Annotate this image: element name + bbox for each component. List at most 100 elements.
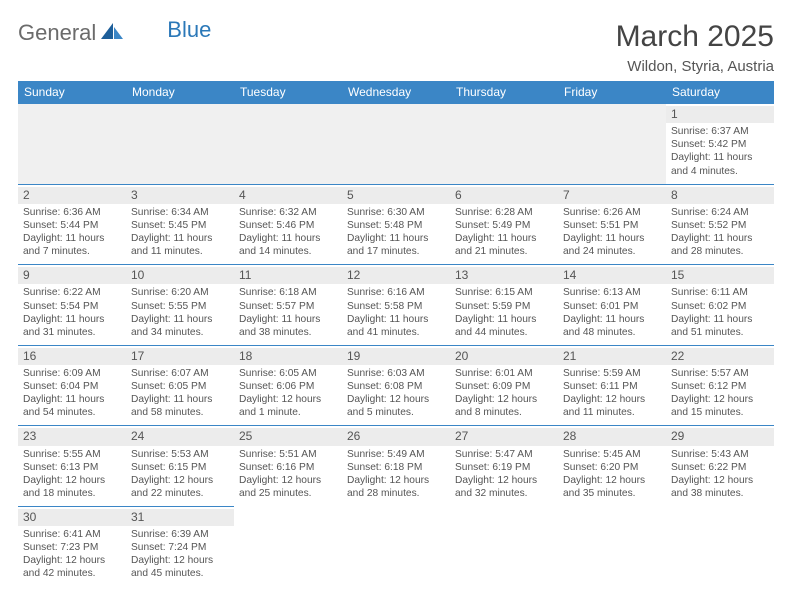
day-info-line: and 1 minute. [239, 406, 337, 419]
day-info-line: Sunset: 5:46 PM [239, 219, 337, 232]
logo-text-general: General [18, 20, 96, 46]
day-info-line: Sunset: 5:52 PM [671, 219, 769, 232]
day-info-line: Sunrise: 5:49 AM [347, 448, 445, 461]
day-info-line: Sunrise: 5:57 AM [671, 367, 769, 380]
calendar-day-cell: 12Sunrise: 6:16 AMSunset: 5:58 PMDayligh… [342, 265, 450, 346]
day-info-line: Daylight: 12 hours [671, 393, 769, 406]
day-info-line: Sunset: 5:48 PM [347, 219, 445, 232]
day-info-line: and 4 minutes. [671, 165, 769, 178]
day-info-line: Daylight: 11 hours [563, 313, 661, 326]
day-info-line: Daylight: 11 hours [131, 232, 229, 245]
day-number: 19 [342, 348, 450, 365]
calendar-day-cell [450, 104, 558, 185]
day-info-line: and 35 minutes. [563, 487, 661, 500]
calendar-day-cell: 25Sunrise: 5:51 AMSunset: 6:16 PMDayligh… [234, 426, 342, 507]
day-info-line: and 11 minutes. [563, 406, 661, 419]
calendar-day-cell [126, 104, 234, 185]
calendar-day-cell [558, 506, 666, 586]
day-info-line: and 42 minutes. [23, 567, 121, 580]
day-info-line: Sunrise: 6:22 AM [23, 286, 121, 299]
calendar-table: Sunday Monday Tuesday Wednesday Thursday… [18, 81, 774, 586]
day-number: 18 [234, 348, 342, 365]
day-number: 23 [18, 428, 126, 445]
day-number: 29 [666, 428, 774, 445]
day-info-line: Sunset: 5:58 PM [347, 300, 445, 313]
calendar-day-cell: 4Sunrise: 6:32 AMSunset: 5:46 PMDaylight… [234, 184, 342, 265]
day-info-line: Daylight: 12 hours [131, 474, 229, 487]
calendar-day-cell: 7Sunrise: 6:26 AMSunset: 5:51 PMDaylight… [558, 184, 666, 265]
day-info-line: Daylight: 12 hours [563, 393, 661, 406]
day-info-line: Sunset: 6:22 PM [671, 461, 769, 474]
day-number: 2 [18, 187, 126, 204]
day-info-line: and 34 minutes. [131, 326, 229, 339]
day-info-line: Sunrise: 6:24 AM [671, 206, 769, 219]
day-number: 7 [558, 187, 666, 204]
day-info-line: Daylight: 12 hours [563, 474, 661, 487]
day-number: 27 [450, 428, 558, 445]
calendar-day-cell: 14Sunrise: 6:13 AMSunset: 6:01 PMDayligh… [558, 265, 666, 346]
calendar-day-cell [342, 506, 450, 586]
day-info-line: Sunrise: 6:03 AM [347, 367, 445, 380]
day-info-line: Daylight: 11 hours [563, 232, 661, 245]
day-info-line: and 38 minutes. [671, 487, 769, 500]
calendar-day-cell: 10Sunrise: 6:20 AMSunset: 5:55 PMDayligh… [126, 265, 234, 346]
location-text: Wildon, Styria, Austria [616, 58, 774, 75]
day-info-line: Sunset: 6:19 PM [455, 461, 553, 474]
day-info-line: and 18 minutes. [23, 487, 121, 500]
day-info-line: Sunset: 5:54 PM [23, 300, 121, 313]
day-info-line: Sunset: 6:18 PM [347, 461, 445, 474]
calendar-day-cell [558, 104, 666, 185]
day-info-line: Daylight: 12 hours [455, 474, 553, 487]
day-info-line: Sunrise: 6:07 AM [131, 367, 229, 380]
day-info-line: Sunset: 6:08 PM [347, 380, 445, 393]
weekday-header-row: Sunday Monday Tuesday Wednesday Thursday… [18, 81, 774, 104]
calendar-week-row: 9Sunrise: 6:22 AMSunset: 5:54 PMDaylight… [18, 265, 774, 346]
calendar-day-cell: 9Sunrise: 6:22 AMSunset: 5:54 PMDaylight… [18, 265, 126, 346]
day-number: 30 [18, 509, 126, 526]
calendar-day-cell: 22Sunrise: 5:57 AMSunset: 6:12 PMDayligh… [666, 345, 774, 426]
day-info-line: Daylight: 11 hours [23, 232, 121, 245]
day-info-line: Sunrise: 6:39 AM [131, 528, 229, 541]
day-info-line: Sunrise: 6:01 AM [455, 367, 553, 380]
day-info-line: Sunset: 7:23 PM [23, 541, 121, 554]
day-info-line: Sunset: 6:20 PM [563, 461, 661, 474]
day-info-line: and 15 minutes. [671, 406, 769, 419]
day-number: 11 [234, 267, 342, 284]
calendar-day-cell: 1Sunrise: 6:37 AMSunset: 5:42 PMDaylight… [666, 104, 774, 185]
header: General Blue March 2025 Wildon, Styria, … [18, 20, 774, 75]
day-info-line: Daylight: 12 hours [455, 393, 553, 406]
calendar-week-row: 1Sunrise: 6:37 AMSunset: 5:42 PMDaylight… [18, 104, 774, 185]
day-info-line: Sunset: 5:49 PM [455, 219, 553, 232]
weekday-header: Monday [126, 81, 234, 104]
day-info-line: and 28 minutes. [671, 245, 769, 258]
calendar-day-cell: 30Sunrise: 6:41 AMSunset: 7:23 PMDayligh… [18, 506, 126, 586]
logo: General Blue [18, 20, 211, 46]
calendar-day-cell: 19Sunrise: 6:03 AMSunset: 6:08 PMDayligh… [342, 345, 450, 426]
day-number: 12 [342, 267, 450, 284]
day-info-line: Daylight: 11 hours [455, 232, 553, 245]
day-number: 20 [450, 348, 558, 365]
day-info-line: and 44 minutes. [455, 326, 553, 339]
day-info-line: and 25 minutes. [239, 487, 337, 500]
day-info-line: Daylight: 12 hours [671, 474, 769, 487]
day-info-line: Daylight: 11 hours [23, 313, 121, 326]
day-info-line: and 7 minutes. [23, 245, 121, 258]
day-info-line: and 38 minutes. [239, 326, 337, 339]
calendar-day-cell: 20Sunrise: 6:01 AMSunset: 6:09 PMDayligh… [450, 345, 558, 426]
day-number: 21 [558, 348, 666, 365]
day-info-line: Daylight: 12 hours [23, 474, 121, 487]
calendar-day-cell: 28Sunrise: 5:45 AMSunset: 6:20 PMDayligh… [558, 426, 666, 507]
calendar-day-cell [18, 104, 126, 185]
day-info-line: Daylight: 11 hours [671, 232, 769, 245]
day-info-line: Sunset: 5:57 PM [239, 300, 337, 313]
day-info-line: Sunrise: 6:32 AM [239, 206, 337, 219]
calendar-day-cell [450, 506, 558, 586]
calendar-day-cell: 24Sunrise: 5:53 AMSunset: 6:15 PMDayligh… [126, 426, 234, 507]
day-number: 14 [558, 267, 666, 284]
day-number: 24 [126, 428, 234, 445]
day-info-line: Sunset: 5:42 PM [671, 138, 769, 151]
day-info-line: Sunrise: 6:20 AM [131, 286, 229, 299]
day-number: 10 [126, 267, 234, 284]
day-info-line: Daylight: 11 hours [239, 313, 337, 326]
weekday-header: Sunday [18, 81, 126, 104]
